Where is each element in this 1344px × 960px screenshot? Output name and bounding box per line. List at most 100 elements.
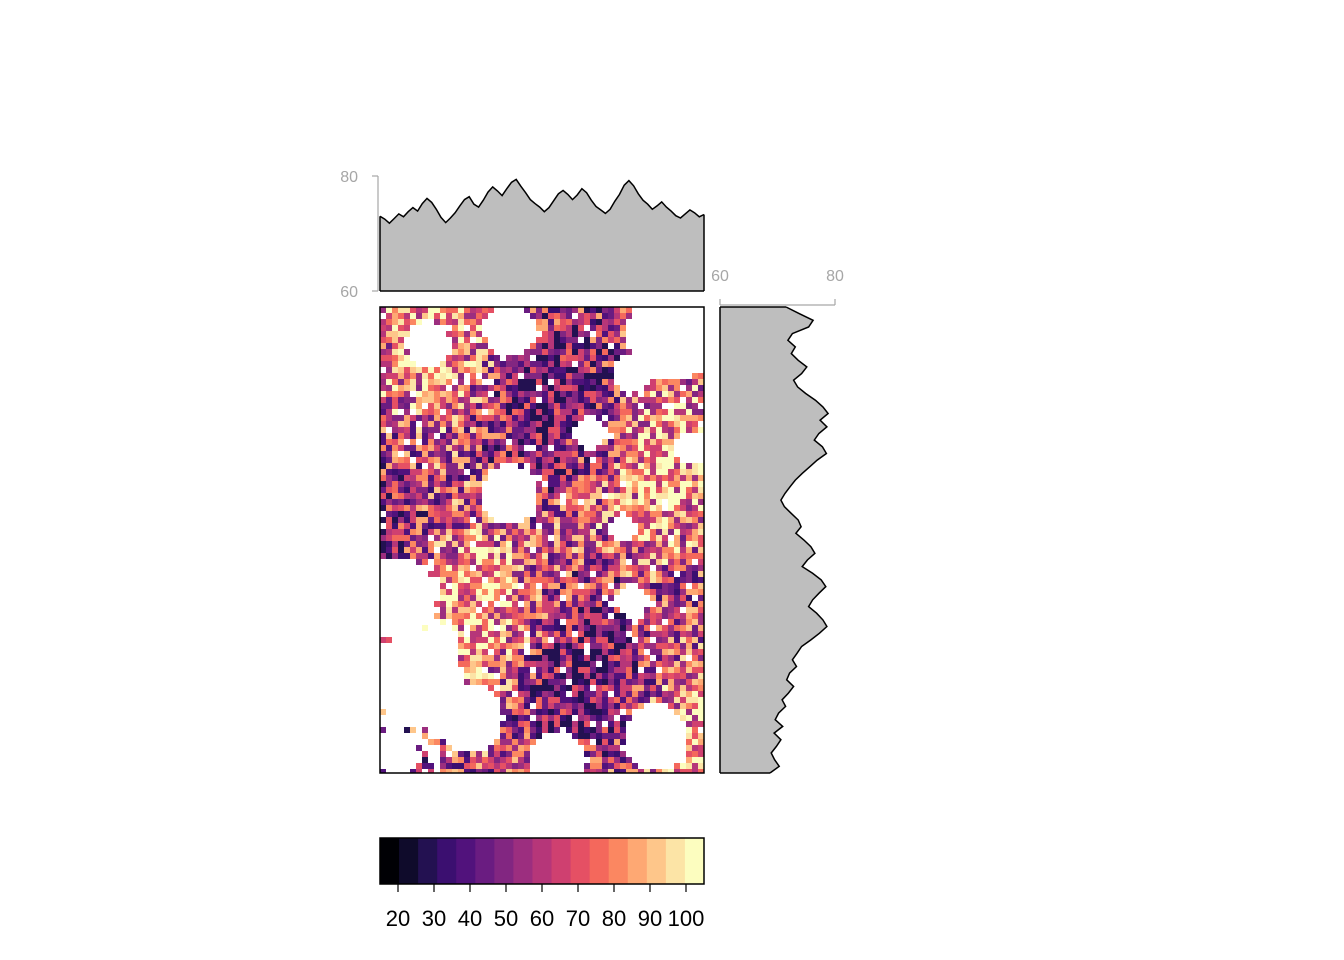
heatmap-cell	[578, 463, 584, 469]
heatmap-cell	[506, 661, 512, 667]
heatmap-cell	[590, 505, 596, 511]
heatmap-cell	[662, 421, 668, 427]
heatmap-cell	[686, 385, 692, 391]
heatmap-cell	[524, 349, 530, 355]
heatmap-cell	[650, 673, 656, 679]
legend-swatch	[456, 838, 476, 884]
heatmap-cell	[626, 619, 632, 625]
heatmap-cell	[470, 559, 476, 565]
heatmap-cell	[572, 367, 578, 373]
heatmap-cell	[536, 313, 542, 319]
heatmap-cell	[536, 445, 542, 451]
heatmap-cell	[680, 613, 686, 619]
heatmap-cell	[554, 625, 560, 631]
heatmap-cell	[440, 307, 446, 313]
heatmap-cell	[572, 679, 578, 685]
heatmap-cell	[662, 607, 668, 613]
heatmap-cell	[482, 457, 488, 463]
heatmap-cell	[578, 505, 584, 511]
heatmap-cell	[500, 589, 506, 595]
heatmap-cell	[698, 529, 704, 535]
heatmap-cell	[470, 751, 476, 757]
heatmap-cell	[446, 457, 452, 463]
heatmap-cell	[398, 307, 404, 313]
heatmap-cell	[518, 403, 524, 409]
heatmap-cell	[662, 415, 668, 421]
heatmap-cell	[530, 373, 536, 379]
heatmap-cell	[536, 367, 542, 373]
heatmap-cell	[500, 391, 506, 397]
heatmap-cell	[590, 493, 596, 499]
heatmap-cell	[578, 727, 584, 733]
heatmap-cell	[650, 379, 656, 385]
heatmap-cell	[644, 487, 650, 493]
heatmap-cell	[698, 733, 704, 739]
heatmap-cell	[644, 403, 650, 409]
heatmap-cell	[638, 679, 644, 685]
heatmap-cell	[608, 511, 614, 517]
heatmap-cell	[566, 553, 572, 559]
heatmap-cell	[506, 619, 512, 625]
heatmap-cell	[578, 565, 584, 571]
heatmap-cell	[530, 463, 536, 469]
heatmap-cell	[392, 493, 398, 499]
heatmap-cell	[464, 523, 470, 529]
heatmap-cell	[542, 673, 548, 679]
heatmap-cell	[638, 451, 644, 457]
heatmap-cell	[650, 451, 656, 457]
heatmap-cell	[476, 421, 482, 427]
heatmap-cell	[596, 451, 602, 457]
heatmap-cell	[692, 601, 698, 607]
heatmap-cell	[692, 589, 698, 595]
heatmap-cell	[536, 463, 542, 469]
heatmap-cell	[650, 403, 656, 409]
heatmap-cell	[488, 535, 494, 541]
heatmap-cell	[386, 361, 392, 367]
heatmap-cell	[554, 415, 560, 421]
heatmap-cell	[560, 559, 566, 565]
heatmap-cell	[470, 385, 476, 391]
heatmap-cell	[632, 481, 638, 487]
heatmap-cell	[662, 769, 668, 773]
heatmap-cell	[620, 583, 626, 589]
heatmap-cell	[476, 565, 482, 571]
heatmap-cell	[614, 547, 620, 553]
heatmap-cell	[428, 409, 434, 415]
heatmap-cell	[620, 493, 626, 499]
heatmap-cell	[512, 655, 518, 661]
heatmap-cell	[518, 535, 524, 541]
heatmap-cell	[476, 427, 482, 433]
heatmap-cell	[674, 709, 680, 715]
heatmap-cell	[596, 409, 602, 415]
heatmap-cell	[692, 553, 698, 559]
heatmap-cell	[620, 391, 626, 397]
heatmap-cell	[404, 391, 410, 397]
heatmap-cell	[380, 373, 386, 379]
heatmap-cell	[674, 487, 680, 493]
heatmap-cell	[578, 631, 584, 637]
heatmap-cell	[578, 691, 584, 697]
heatmap-cell	[470, 613, 476, 619]
heatmap-cell	[656, 613, 662, 619]
heatmap-cell	[500, 667, 506, 673]
heatmap-cell	[494, 637, 500, 643]
heatmap-cell	[596, 535, 602, 541]
heatmap-cell	[500, 571, 506, 577]
heatmap-cell	[554, 637, 560, 643]
heatmap-cell	[632, 553, 638, 559]
heatmap-cell	[398, 397, 404, 403]
heatmap-cell	[686, 409, 692, 415]
heatmap-cell	[596, 331, 602, 337]
heatmap-cell	[614, 583, 620, 589]
heatmap-cell	[500, 751, 506, 757]
heatmap-cell	[512, 577, 518, 583]
heatmap-cell	[548, 613, 554, 619]
heatmap-cell	[506, 547, 512, 553]
heatmap-cell	[686, 565, 692, 571]
heatmap-cell	[566, 421, 572, 427]
heatmap-cell	[548, 343, 554, 349]
heatmap-cell	[494, 559, 500, 565]
heatmap-cell	[698, 637, 704, 643]
heatmap-cell	[608, 499, 614, 505]
heatmap-cell	[644, 463, 650, 469]
